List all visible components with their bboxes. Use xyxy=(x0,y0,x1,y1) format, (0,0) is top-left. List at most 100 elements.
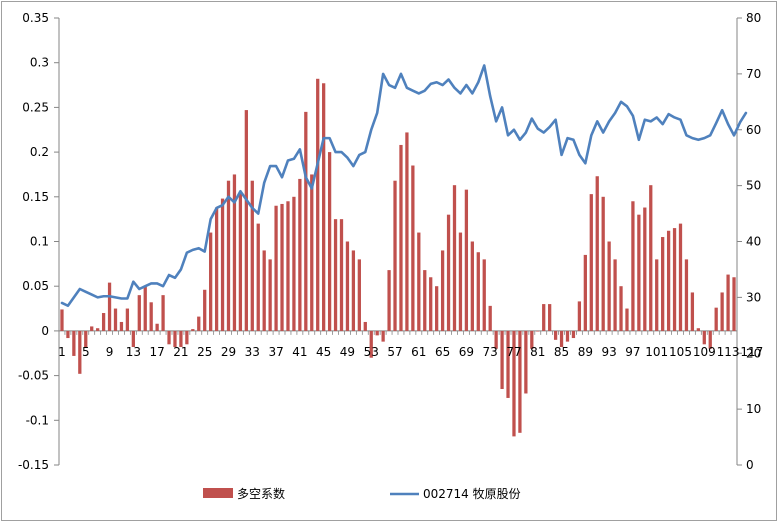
bar xyxy=(643,207,647,331)
bar xyxy=(464,189,469,331)
bar xyxy=(607,241,611,331)
bar xyxy=(411,165,415,331)
x-axis-tick-label: 113 xyxy=(717,345,740,359)
bar xyxy=(684,259,689,331)
right-axis-tick-label: 10 xyxy=(746,402,761,416)
x-axis-tick-label: 17 xyxy=(149,345,164,359)
bar xyxy=(619,286,623,331)
x-axis-tick-label: 61 xyxy=(411,345,426,359)
left-axis-tick-label: 0.05 xyxy=(22,279,49,293)
bar xyxy=(476,252,480,331)
x-axis-tick-label: 57 xyxy=(387,345,402,359)
bar xyxy=(672,228,677,331)
bar xyxy=(322,83,326,331)
bar xyxy=(708,330,712,349)
bar xyxy=(565,330,570,342)
bar xyxy=(84,330,88,347)
x-axis-tick-label: 41 xyxy=(292,345,307,359)
x-axis-tick-label: 29 xyxy=(221,345,236,359)
bar xyxy=(506,330,510,398)
bar xyxy=(631,201,635,331)
bar xyxy=(90,326,94,331)
bar xyxy=(363,321,367,331)
bar xyxy=(452,185,457,331)
bar xyxy=(203,289,207,331)
bar xyxy=(191,329,195,331)
bar xyxy=(482,259,486,331)
x-axis-tick-label: 93 xyxy=(601,345,616,359)
bar xyxy=(512,330,516,437)
legend-swatch-bar xyxy=(203,488,233,498)
left-axis-tick-label: -0.1 xyxy=(26,413,49,427)
bar xyxy=(399,144,403,331)
bar xyxy=(435,286,439,331)
bar xyxy=(423,270,427,331)
bar xyxy=(292,196,296,331)
bar xyxy=(238,192,243,331)
bar xyxy=(244,110,248,331)
bar xyxy=(286,201,290,331)
bar xyxy=(137,295,141,331)
bar xyxy=(268,259,272,331)
bar xyxy=(357,259,361,331)
bar xyxy=(316,78,320,331)
bar xyxy=(197,316,201,331)
bar xyxy=(351,250,356,331)
x-axis-tick-label: 5 xyxy=(82,345,90,359)
bar xyxy=(536,330,540,332)
bar xyxy=(458,232,463,331)
bar xyxy=(589,194,593,331)
x-axis-tick-label: 69 xyxy=(459,345,474,359)
bar xyxy=(387,270,391,331)
left-axis-tick-label: 0.25 xyxy=(22,100,49,114)
x-axis-tick-label: 45 xyxy=(316,345,331,359)
x-axis-tick-label: 97 xyxy=(625,345,640,359)
bar xyxy=(393,180,397,331)
bar xyxy=(280,203,284,331)
bar xyxy=(381,330,385,342)
bar xyxy=(488,305,492,331)
bar xyxy=(262,250,266,331)
bar xyxy=(548,304,552,331)
bar xyxy=(613,259,617,331)
bar xyxy=(429,277,433,331)
right-axis-tick-label: 0 xyxy=(746,458,754,472)
x-axis-tick-label: 73 xyxy=(483,345,498,359)
bar xyxy=(714,307,718,331)
bar xyxy=(155,323,159,331)
bar xyxy=(185,330,189,345)
x-axis-tick-label: 13 xyxy=(126,345,141,359)
bar xyxy=(417,232,421,331)
bar xyxy=(304,111,308,331)
bar xyxy=(179,330,183,347)
bar xyxy=(72,330,76,356)
bar xyxy=(131,330,135,347)
bar xyxy=(518,330,522,433)
bar xyxy=(690,292,695,331)
bar xyxy=(530,330,534,349)
bar xyxy=(678,223,683,331)
right-axis-tick-label: 20 xyxy=(746,346,761,360)
bar xyxy=(369,330,373,358)
bar xyxy=(298,178,302,331)
bar xyxy=(405,132,409,331)
x-axis-tick-label: 101 xyxy=(645,345,668,359)
legend-label-bar: 多空系数 xyxy=(237,486,285,501)
left-axis-tick-label: 0 xyxy=(41,324,49,338)
bar xyxy=(595,176,599,331)
x-axis-tick-label: 117 xyxy=(740,345,763,359)
bar xyxy=(66,330,70,339)
bar xyxy=(226,180,231,331)
left-axis-tick-label: -0.05 xyxy=(18,369,49,383)
bar xyxy=(542,304,546,331)
bar xyxy=(167,330,171,345)
bar xyxy=(113,308,118,331)
bar xyxy=(250,180,254,331)
bar xyxy=(440,250,445,331)
series-line xyxy=(60,64,748,308)
bar xyxy=(637,214,641,331)
bar xyxy=(571,330,576,339)
bar xyxy=(696,328,700,331)
x-axis-tick-label: 109 xyxy=(693,345,716,359)
